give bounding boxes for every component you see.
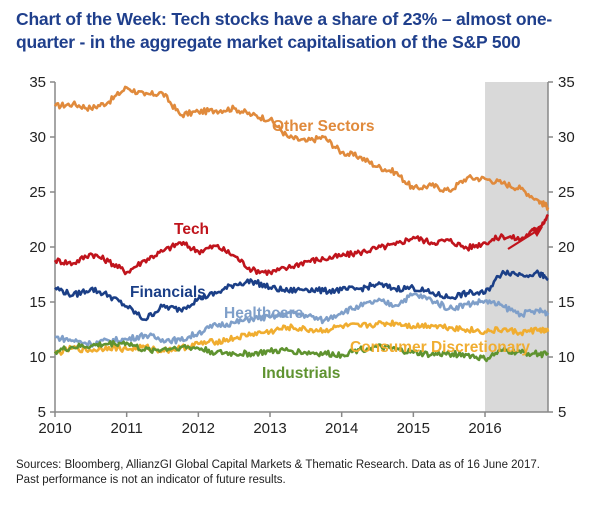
series-line-healthcare	[54, 292, 550, 348]
y-tick-label-left: 20	[29, 239, 46, 256]
series-label-other-sectors: Other Sectors	[272, 118, 375, 135]
y-tick-label-right: 30	[558, 129, 575, 146]
x-tick-label: 2014	[325, 420, 358, 437]
series-line-financials	[54, 269, 549, 322]
chart-title: Chart of the Week: Tech stocks have a sh…	[16, 9, 553, 52]
series-lines	[53, 85, 550, 363]
y-tick-label-right: 20	[558, 239, 575, 256]
chart-footer: Sources: Bloomberg, AllianzGI Global Cap…	[16, 458, 601, 488]
x-tick-label: 2011	[111, 420, 143, 437]
series-label-consumer-discretionary: Consumer Discretionary	[350, 339, 530, 356]
y-tick-label-right: 35	[558, 74, 575, 91]
axes: 5 5 10 10 15 15 20 20 25 25 30 30 35 35 2010 2011 2012 20…	[29, 74, 574, 437]
y-tick-label-right: 10	[558, 349, 575, 366]
series-line-tech	[53, 214, 549, 276]
y-tick-label-right: 5	[558, 404, 566, 421]
y-tick-label-left: 10	[29, 349, 46, 366]
line-chart: 5 5 10 10 15 15 20 20 25 25 30 30 35 35 2010 2011 2012 20…	[29, 74, 574, 437]
series-labels: Other Sectors Tech Financials Healthcare Con…	[130, 118, 530, 382]
y-tick-label-left: 35	[29, 74, 46, 91]
y-tick-label-left: 15	[29, 294, 46, 311]
y-tick-label-left: 25	[29, 184, 46, 201]
x-tick-label: 2012	[182, 420, 215, 437]
series-line-industrials	[53, 340, 550, 363]
series-label-financials: Financials	[130, 284, 206, 301]
series-line-other-sectors	[53, 85, 550, 211]
x-tick-label: 2016	[468, 420, 501, 437]
x-tick-label: 2010	[38, 420, 71, 437]
series-label-industrials: Industrials	[262, 365, 340, 382]
y-tick-label-left: 30	[29, 129, 46, 146]
y-tick-label-right: 25	[558, 184, 575, 201]
y-tick-label-right: 15	[558, 294, 575, 311]
disclaimer-note: Past performance is not an indicator of …	[16, 474, 286, 486]
y-tick-label-left: 5	[38, 404, 46, 421]
series-label-healthcare: Healthcare	[224, 305, 304, 322]
highlight-region-2016	[485, 82, 548, 412]
series-label-tech: Tech	[174, 221, 209, 238]
arrow-head	[531, 227, 543, 237]
x-tick-label: 2013	[253, 420, 286, 437]
x-tick-label: 2015	[397, 420, 430, 437]
arrow-shaft	[507, 231, 536, 250]
trend-arrow-icon	[507, 227, 543, 250]
sources-note: Sources: Bloomberg, AllianzGI Global Cap…	[16, 459, 540, 471]
